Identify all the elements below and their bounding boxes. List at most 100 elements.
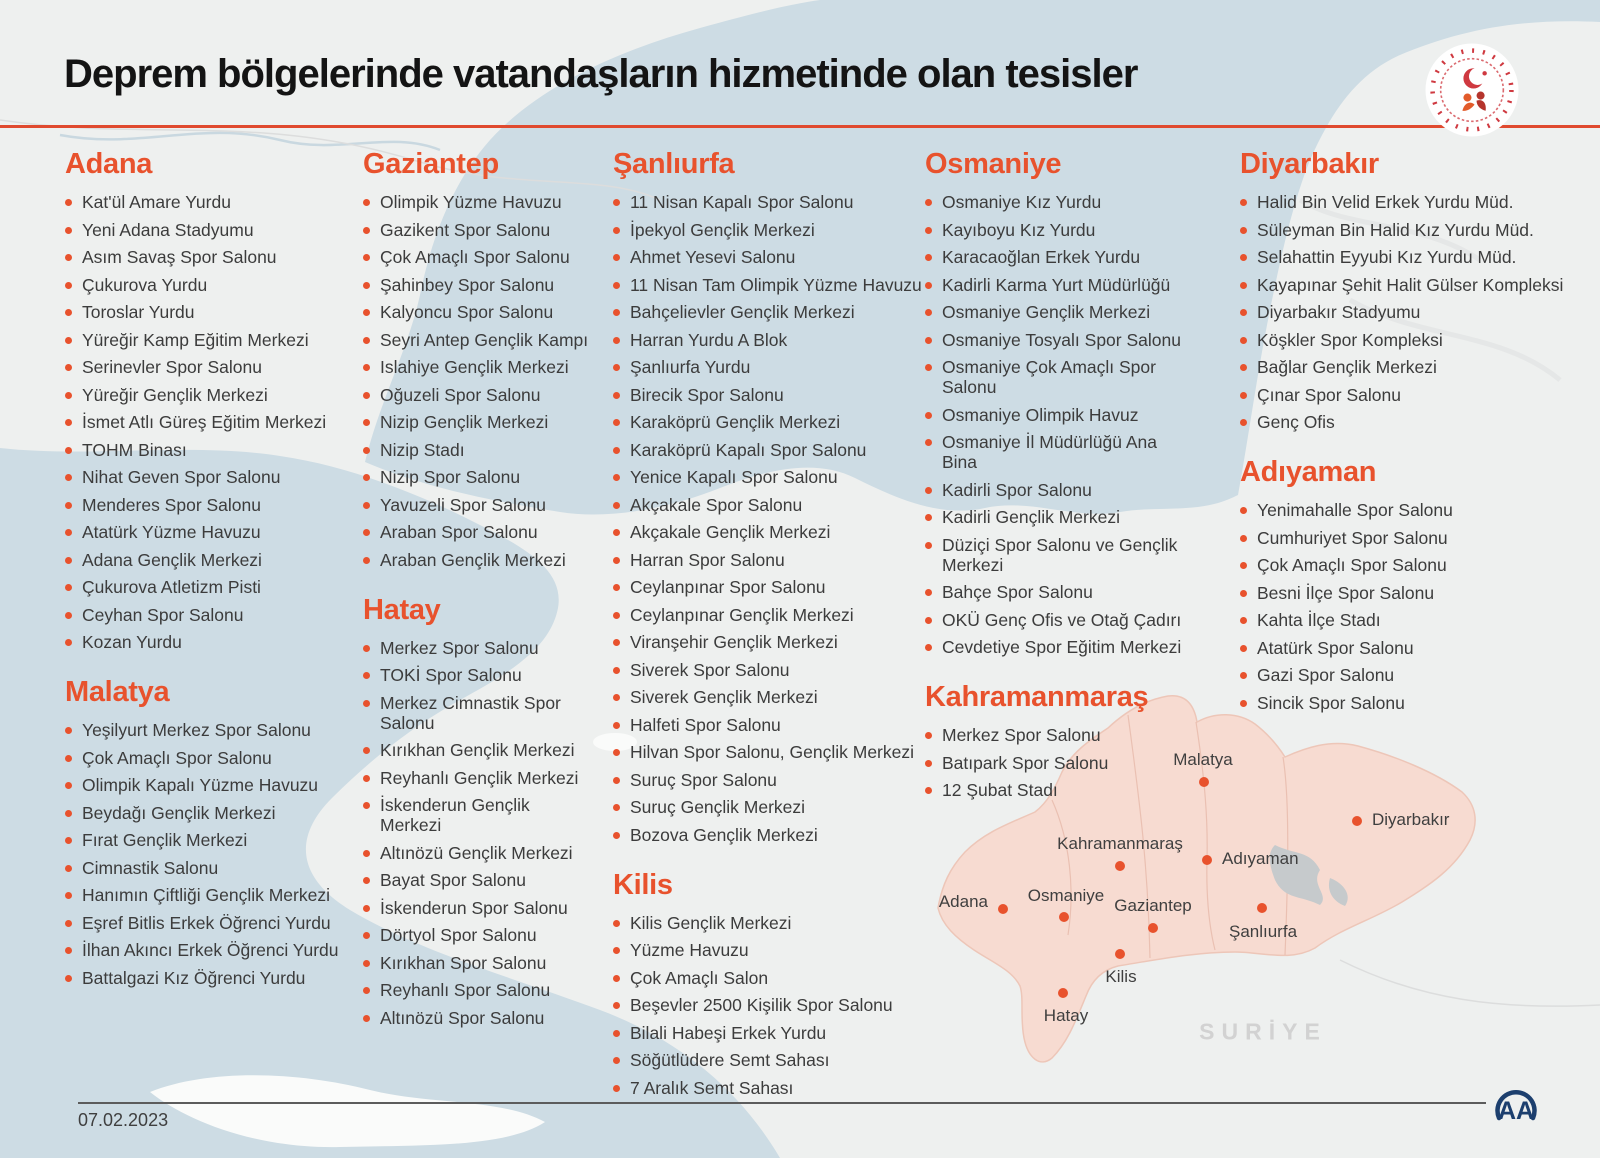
facility-item: Siverek Spor Salonu [613,660,928,680]
facility-item: Yenice Kapalı Spor Salonu [613,467,928,487]
facility-item: 11 Nisan Kapalı Spor Salonu [613,192,928,212]
facility-item: Nizip Gençlik Merkezi [363,412,595,432]
facility-item: Birecik Spor Salonu [613,385,928,405]
facility-item: Seyri Antep Gençlik Kampı [363,330,595,350]
facility-item: Cimnastik Salonu [65,858,345,878]
facility-item: Karacaoğlan Erkek Yurdu [925,247,1193,267]
page-title: Deprem bölgelerinde vatandaşların hizmet… [64,52,1138,96]
facility-item: Osmaniye İl Müdürlüğü Ana Bina [925,432,1193,472]
facility-item: Bahçelievler Gençlik Merkezi [613,302,928,322]
facility-item: Düziçi Spor Salonu ve Gençlik Merkezi [925,535,1193,575]
facility-item: Kilis Gençlik Merkezi [613,913,928,933]
facility-item: Beşevler 2500 Kişilik Spor Salonu [613,995,928,1015]
facility-item: Diyarbakır Stadyumu [1240,302,1585,322]
facility-column-2: Gaziantep Olimpik Yüzme Havuzu Gazikent Sp… [363,150,595,1035]
province-section-title: Osmaniye [925,148,1062,180]
facility-item: Söğütlüdere Semt Sahası [613,1050,928,1070]
facility-item: Bozova Gençlik Merkezi [613,825,928,845]
facility-item: Çok Amaçlı Spor Salonu [65,748,345,768]
facility-item: Yavuzeli Spor Salonu [363,495,595,515]
footer-date: 07.02.2023 [78,1110,169,1130]
footer-rule [78,1102,1486,1104]
facility-item: Çok Amaçlı Spor Salonu [363,247,595,267]
facility-item: 12 Şubat Stadı [925,780,1193,800]
facility-list: Merkez Spor Salonu Batıpark Spor Salonu 12… [925,725,1193,800]
facility-item: Eşref Bitlis Erkek Öğrenci Yurdu [65,913,345,933]
facility-column-4: Osmaniye Osmaniye Kız Yurdu Kayıboyu Kız Y… [925,150,1193,808]
facility-item: Siverek Gençlik Merkezi [613,687,928,707]
province-section-title: Hatay [363,593,441,626]
facility-item: Osmaniye Gençlik Merkezi [925,302,1193,322]
province-section-title: Kahramanmaraş [925,681,1149,713]
facility-item: Nihat Geven Spor Salonu [65,467,345,487]
facility-item: Ceylanpınar Spor Salonu [613,577,928,597]
facility-item: Kırıkhan Spor Salonu [363,953,595,973]
facility-item: Ahmet Yesevi Salonu [613,247,928,267]
facility-item: Osmaniye Çok Amaçlı Spor Salonu [925,357,1193,397]
facility-list: Osmaniye Kız Yurdu Kayıboyu Kız Yurdu Kara… [925,192,1193,657]
facility-item: Beydağı Gençlik Merkezi [65,803,345,823]
facility-item: İpekyol Gençlik Merkezi [613,220,928,240]
facility-item: Asım Savaş Spor Salonu [65,247,345,267]
facility-list: Halid Bin Velid Erkek Yurdu Müd. Süleyman… [1240,192,1585,432]
facility-item: Ceylanpınar Gençlik Merkezi [613,605,928,625]
facility-item: Çok Amaçlı Salon [613,968,928,988]
facility-list: Kilis Gençlik Merkezi Yüzme Havuzu Çok Ama… [613,913,928,1098]
facility-item: Gazikent Spor Salonu [363,220,595,240]
facility-item: Gazi Spor Salonu [1240,665,1585,685]
facility-item: Menderes Spor Salonu [65,495,345,515]
facility-item: İskenderun Gençlik Merkezi [363,795,595,835]
facility-item: Osmaniye Tosyalı Spor Salonu [925,330,1193,350]
province-section-title: Adana [65,148,153,180]
facility-item: Oğuzeli Spor Salonu [363,385,595,405]
facility-item: Nizip Stadı [363,440,595,460]
facility-item: Köşkler Spor Kompleksi [1240,330,1585,350]
facility-item: Yeni Adana Stadyumu [65,220,345,240]
facility-item: Yeşilyurt Merkez Spor Salonu [65,720,345,740]
facility-item: OKÜ Genç Ofis ve Otağ Çadırı [925,610,1193,630]
facility-item: Kahta İlçe Stadı [1240,610,1585,630]
facility-item: Osmaniye Olimpik Havuz [925,405,1193,425]
facility-item: Akçakale Spor Salonu [613,495,928,515]
facility-item: Araban Spor Salonu [363,522,595,542]
facility-item: Yüreğir Gençlik Merkezi [65,385,345,405]
province-section-title: Diyarbakır [1240,148,1379,180]
facility-column-3: Şanlıurfa 11 Nisan Kapalı Spor Salonu İpek… [613,150,928,1105]
facility-item: Reyhanlı Spor Salonu [363,980,595,1000]
facility-item: Bağlar Gençlik Merkezi [1240,357,1585,377]
facility-item: Hanımın Çiftliği Gençlik Merkezi [65,885,345,905]
facility-item: Akçakale Gençlik Merkezi [613,522,928,542]
facility-column-5: Diyarbakır Halid Bin Velid Erkek Yurdu Mü… [1240,150,1585,720]
facility-item: Kayapınar Şehit Halit Gülser Kompleksi [1240,275,1585,295]
facility-item: İskenderun Spor Salonu [363,898,595,918]
facility-item: Suruç Spor Salonu [613,770,928,790]
facility-item: Fırat Gençlik Merkezi [65,830,345,850]
facility-item: Suruç Gençlik Merkezi [613,797,928,817]
facility-item: Harran Yurdu A Blok [613,330,928,350]
facility-item: Çukurova Yurdu [65,275,345,295]
facility-list: 11 Nisan Kapalı Spor Salonu İpekyol Gençl… [613,192,928,845]
facility-item: Genç Ofis [1240,412,1585,432]
facility-item: Besni İlçe Spor Salonu [1240,583,1585,603]
facility-item: Hilvan Spor Salonu, Gençlik Merkezi [613,742,928,762]
facility-item: Olimpik Yüzme Havuzu [363,192,595,212]
facility-item: Karaköprü Kapalı Spor Salonu [613,440,928,460]
facility-item: Çukurova Atletizm Pisti [65,577,345,597]
province-section-title: Şanlıurfa [613,148,735,180]
facility-item: Nizip Spor Salonu [363,467,595,487]
facility-item: Sincik Spor Salonu [1240,693,1585,713]
facility-item: Cumhuriyet Spor Salonu [1240,528,1585,548]
facility-item: Çınar Spor Salonu [1240,385,1585,405]
aa-agency-logo: AA [1495,1090,1537,1125]
facility-item: Altınözü Spor Salonu [363,1008,595,1028]
facility-list: Olimpik Yüzme Havuzu Gazikent Spor Salonu… [363,192,595,570]
facility-item: Kadirli Karma Yurt Müdürlüğü [925,275,1193,295]
facility-item: Atatürk Yüzme Havuzu [65,522,345,542]
facility-item: Kadirli Spor Salonu [925,480,1193,500]
facility-item: Yüzme Havuzu [613,940,928,960]
facility-item: Süleyman Bin Halid Kız Yurdu Müd. [1240,220,1585,240]
facility-item: Bilali Habeşi Erkek Yurdu [613,1023,928,1043]
ministry-emblem-icon [1425,43,1519,137]
facility-item: Kat'ül Amare Yurdu [65,192,345,212]
title-rule [0,125,1600,128]
